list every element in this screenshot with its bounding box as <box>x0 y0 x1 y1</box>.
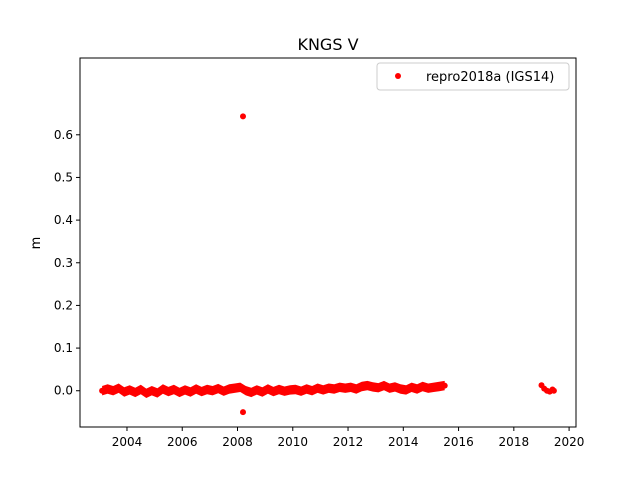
data-point <box>419 383 426 390</box>
data-point <box>231 385 238 392</box>
y-tick-label: 0.6 <box>54 128 73 142</box>
data-point <box>281 388 288 395</box>
data-point <box>336 384 343 391</box>
x-tick-label: 2004 <box>112 435 143 449</box>
data-point <box>392 383 398 390</box>
data-point <box>237 384 244 391</box>
data-point <box>403 386 410 393</box>
data-point <box>375 384 382 391</box>
data-point <box>386 385 393 392</box>
data-point <box>143 390 150 397</box>
data-point <box>154 389 161 396</box>
legend: repro2018a (IGS14) <box>376 62 570 91</box>
x-tick-label: 2018 <box>499 435 530 449</box>
data-point <box>240 409 246 416</box>
data-point <box>182 386 188 393</box>
legend-box <box>376 62 570 91</box>
data-point <box>430 384 437 391</box>
data-points-layer <box>99 113 557 416</box>
data-point <box>441 382 448 389</box>
data-point <box>325 385 332 392</box>
data-point <box>292 386 299 393</box>
data-point <box>176 389 183 396</box>
y-axis-ticks: 0.0 0.1 0.2 0.3 0.4 0.5 0.6 <box>54 128 80 398</box>
data-point <box>259 389 266 395</box>
data-point <box>148 387 155 394</box>
data-point <box>303 386 310 392</box>
y-tick-label: 0.2 <box>54 298 73 312</box>
data-point <box>298 388 305 395</box>
x-tick-label: 2014 <box>388 435 419 449</box>
x-tick-label: 2020 <box>554 435 585 449</box>
data-point <box>550 387 557 394</box>
data-point <box>132 389 139 396</box>
data-point <box>364 382 371 389</box>
data-point <box>193 386 200 392</box>
data-point <box>242 387 249 394</box>
data-point <box>209 387 216 394</box>
data-point <box>414 386 421 392</box>
data-point <box>159 386 166 392</box>
data-point <box>425 385 432 392</box>
legend-marker <box>395 73 401 79</box>
data-point <box>353 386 360 392</box>
x-tick-label: 2012 <box>333 435 364 449</box>
y-tick-label: 0.1 <box>54 341 73 355</box>
x-tick-label: 2006 <box>167 435 198 449</box>
data-point <box>126 386 133 393</box>
plot-frame <box>79 57 577 428</box>
data-point <box>110 387 117 394</box>
data-point <box>137 386 144 393</box>
data-point <box>270 388 277 395</box>
data-point <box>220 388 227 395</box>
chart-title: KNGS V <box>297 35 358 54</box>
data-point <box>342 385 349 392</box>
y-tick-label: 0.3 <box>54 256 73 270</box>
data-point <box>358 383 365 390</box>
data-point <box>248 389 255 396</box>
x-tick-label: 2016 <box>443 435 474 449</box>
data-point <box>121 389 128 395</box>
legend-label: repro2018a (IGS14) <box>426 70 554 85</box>
y-tick-label: 0.5 <box>54 170 73 184</box>
data-point <box>215 385 222 392</box>
data-point <box>198 388 205 395</box>
data-point <box>436 383 443 390</box>
data-point <box>187 389 194 395</box>
data-point <box>287 386 293 393</box>
data-point <box>309 387 316 394</box>
data-point <box>165 388 172 395</box>
data-point <box>99 387 106 394</box>
data-point <box>276 386 282 393</box>
data-point <box>320 386 327 393</box>
data-point <box>240 113 246 120</box>
data-point <box>253 386 260 393</box>
data-point <box>264 386 271 392</box>
y-tick-label: 0.0 <box>54 384 73 398</box>
data-point <box>226 386 233 392</box>
data-point <box>331 386 338 392</box>
data-point <box>170 386 177 393</box>
x-axis-ticks: 2004 2006 2008 2010 2012 2014 2016 2018 2020 <box>112 427 585 449</box>
data-point <box>397 386 404 392</box>
data-point <box>369 383 376 390</box>
data-point <box>104 386 111 392</box>
data-point <box>204 386 211 393</box>
data-point <box>115 385 122 392</box>
x-tick-label: 2008 <box>222 435 253 449</box>
data-point <box>381 382 387 389</box>
data-point <box>314 385 321 392</box>
data-point <box>347 384 354 391</box>
x-tick-label: 2010 <box>277 435 308 449</box>
y-axis-label: m <box>29 237 44 250</box>
y-tick-label: 0.4 <box>54 213 73 227</box>
data-point <box>408 384 415 391</box>
